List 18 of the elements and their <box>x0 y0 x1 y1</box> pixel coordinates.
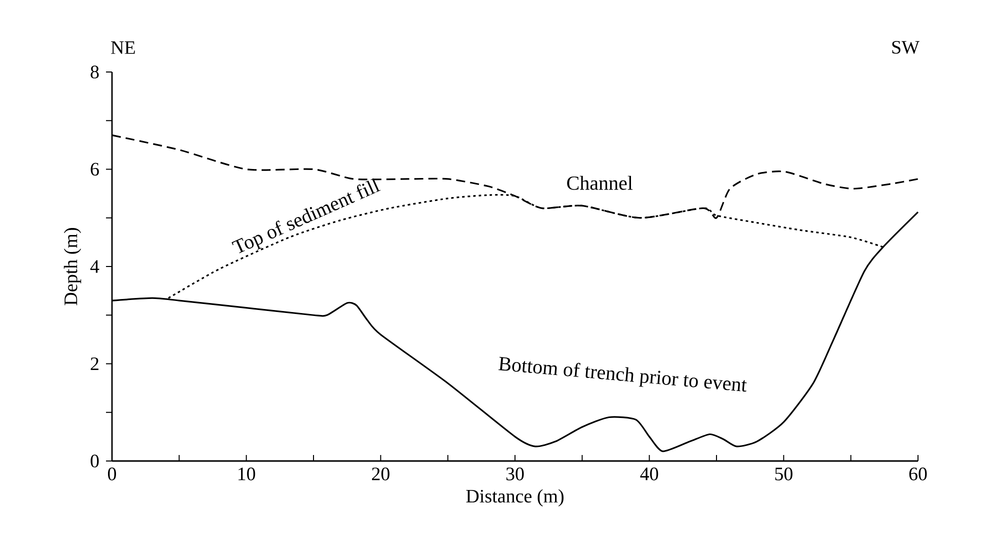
x-tick-label: 10 <box>238 468 256 480</box>
y-tick-label: 4 <box>90 260 100 273</box>
y-tick-label: 6 <box>90 162 99 176</box>
x-tick-label: 20 <box>372 468 390 480</box>
x-tick-label: 0 <box>108 468 116 480</box>
y-tick-label: 0 <box>90 454 99 468</box>
y-tick-label: 8 <box>90 66 99 78</box>
x-tick-label: 30 <box>506 468 524 480</box>
y-tick-label: 2 <box>90 357 98 370</box>
x-tick-label: 50 <box>775 468 792 480</box>
x-tick-label: 40 <box>640 468 658 480</box>
x-axis-title: Distance (m) <box>466 489 564 506</box>
series-label: Channel <box>567 176 633 190</box>
text: SW <box>892 40 920 54</box>
series-label: Bottom of trench prior to event <box>498 356 747 392</box>
y-axis-title: Depth (m) <box>64 228 82 306</box>
text: NE <box>111 41 135 54</box>
x-tick-label: 60 <box>909 468 927 480</box>
